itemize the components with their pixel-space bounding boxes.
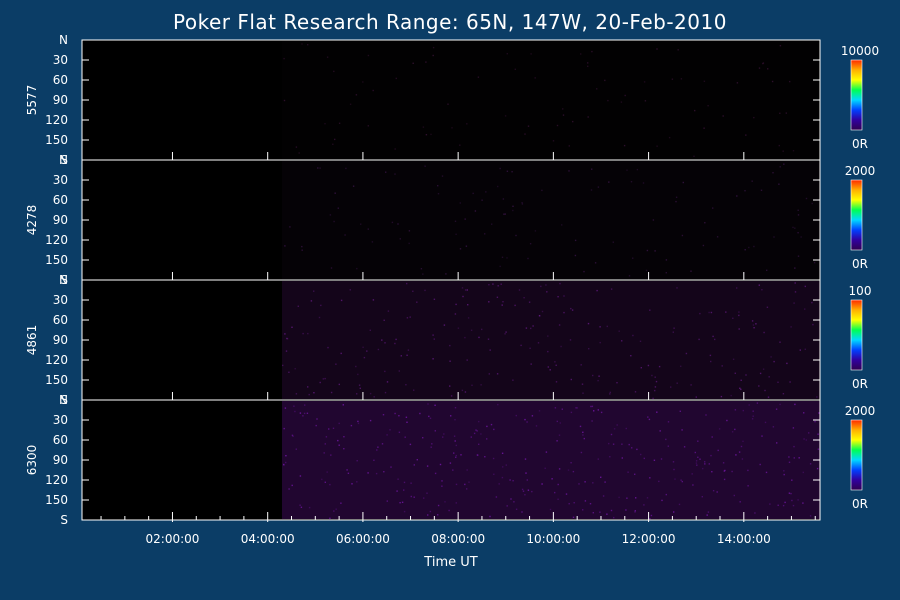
x-tick-label: 02:00:00 xyxy=(146,532,200,546)
x-axis-label: Time UT xyxy=(424,555,478,570)
y-tick-label: 120 xyxy=(45,353,68,367)
y-tick-label: 150 xyxy=(45,373,68,387)
y-tick-label: 60 xyxy=(53,73,68,87)
y-tick-label: N xyxy=(59,33,68,47)
panel-5577-emission xyxy=(283,43,795,157)
y-tick-label: 120 xyxy=(45,113,68,127)
colorbar-4861 xyxy=(850,299,863,371)
panel-4278-emission xyxy=(284,163,816,277)
y-tick-label: 90 xyxy=(53,213,68,227)
panel-4861-wash xyxy=(281,281,820,399)
panel-4861-background xyxy=(82,280,820,400)
colorbar-5577 xyxy=(850,59,863,131)
x-tick-label: 04:00:00 xyxy=(241,532,295,546)
panel-6300-emission xyxy=(283,402,820,520)
y-tick-label: 120 xyxy=(45,473,68,487)
panel-5577-wash xyxy=(282,41,820,159)
y-tick-label: 150 xyxy=(45,493,68,507)
panel-6300-wash xyxy=(281,401,820,519)
y-tick-label: 150 xyxy=(45,133,68,147)
y-tick-label: 150 xyxy=(45,253,68,267)
chart-title: Poker Flat Research Range: 65N, 147W, 20… xyxy=(173,10,727,34)
x-tick-label: 12:00:00 xyxy=(622,532,676,546)
colorbar-min-label: 0R xyxy=(852,137,868,151)
colorbar-max-label: 100 xyxy=(849,284,872,298)
y-tick-label: S xyxy=(60,153,68,167)
colorbar-min-label: 0R xyxy=(852,257,868,271)
colorbar-max-label: 10000 xyxy=(841,44,879,58)
y-tick-label: N xyxy=(59,273,68,287)
y-tick-label: S xyxy=(60,273,68,287)
colorbar-min-label: 0R xyxy=(852,497,868,511)
y-tick-label: N xyxy=(59,153,68,167)
y-tick-label: 30 xyxy=(53,413,68,427)
panel-4278-background xyxy=(82,160,820,280)
panel-4861-emission xyxy=(282,282,818,400)
colorbar-max-label: 2000 xyxy=(845,164,876,178)
x-tick-label: 06:00:00 xyxy=(336,532,390,546)
y-tick-label: 90 xyxy=(53,453,68,467)
panel-label-6300: 6300 xyxy=(25,445,39,476)
y-tick-label: 30 xyxy=(53,293,68,307)
colorbar-4278 xyxy=(850,179,863,251)
y-tick-label: 60 xyxy=(53,313,68,327)
panel-label-4278: 4278 xyxy=(25,205,39,236)
y-tick-label: 60 xyxy=(53,433,68,447)
x-tick-label: 08:00:00 xyxy=(431,532,485,546)
colorbar-min-label: 0R xyxy=(852,377,868,391)
y-tick-label: 90 xyxy=(53,333,68,347)
y-tick-label: N xyxy=(59,393,68,407)
y-tick-label: 120 xyxy=(45,233,68,247)
colorbar-6300 xyxy=(850,419,863,491)
panel-label-5577: 5577 xyxy=(25,85,39,116)
y-tick-label: 30 xyxy=(53,53,68,67)
panel-label-4861: 4861 xyxy=(25,325,39,356)
x-tick-label: 14:00:00 xyxy=(717,532,771,546)
panel-5577-background xyxy=(82,40,820,160)
x-tick-label: 10:00:00 xyxy=(526,532,580,546)
y-tick-label: 60 xyxy=(53,193,68,207)
y-tick-label: S xyxy=(60,513,68,527)
colorbar-max-label: 2000 xyxy=(845,404,876,418)
y-tick-label: 30 xyxy=(53,173,68,187)
panel-4278-wash xyxy=(281,161,820,279)
y-tick-label: 90 xyxy=(53,93,68,107)
y-tick-label: S xyxy=(60,393,68,407)
panel-6300-background xyxy=(82,400,820,520)
